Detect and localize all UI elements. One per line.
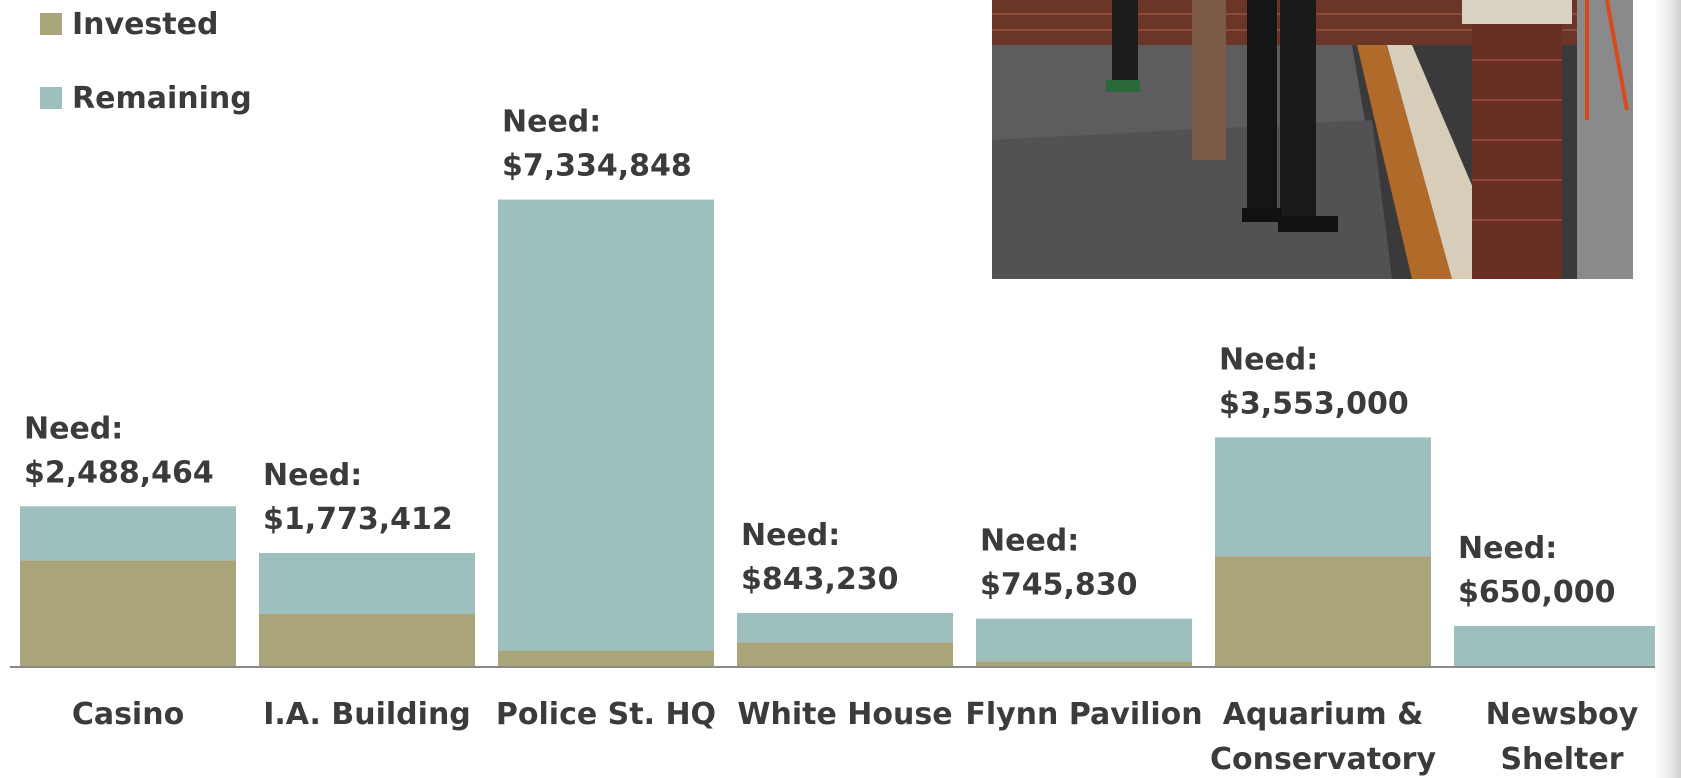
bar-remaining-1 (259, 553, 475, 614)
need-prefix-label: Need: (24, 411, 123, 446)
category-tick-label: Casino (72, 697, 184, 732)
bar-invested-4 (976, 661, 1192, 667)
need-amount-label: $745,830 (980, 568, 1138, 603)
need-prefix-label: Need: (502, 105, 601, 140)
bar-remaining-4 (976, 618, 1192, 662)
category-tick-label: Conservatory (1210, 742, 1437, 777)
bar-invested-3 (737, 642, 953, 667)
bar-invested-1 (259, 613, 475, 667)
legend-item-invested: Invested (40, 0, 252, 48)
bar-remaining-5 (1215, 437, 1431, 557)
category-tick-label: Police St. HQ (496, 697, 716, 732)
category-tick-label: Aquarium & (1223, 697, 1424, 732)
labels-layer: Need: $2,488,464 Casino Need: $1,773,412 I.A.… (24, 105, 1639, 777)
category-tick-label: Newsboy (1486, 697, 1639, 732)
need-prefix-label: Need: (263, 458, 362, 493)
bar-invested-2 (498, 650, 714, 667)
need-amount-label: $843,230 (741, 562, 899, 597)
bar-remaining-0 (20, 506, 236, 561)
need-amount-label: $7,334,848 (502, 149, 692, 184)
need-prefix-label: Need: (980, 524, 1079, 559)
need-amount-label: $2,488,464 (24, 455, 214, 490)
bar-invested-5 (1215, 556, 1431, 667)
need-amount-label: $3,553,000 (1219, 386, 1409, 421)
remaining-swatch (40, 87, 62, 109)
legend-label-invested: Invested (72, 6, 219, 42)
need-amount-label: $1,773,412 (263, 502, 453, 537)
category-tick-label: Flynn Pavilion (965, 697, 1202, 732)
legend: Invested Remaining (40, 0, 252, 122)
bar-remaining-3 (737, 612, 953, 643)
category-tick-label: I.A. Building (263, 697, 471, 732)
bar-remaining-6 (1454, 626, 1670, 667)
need-prefix-label: Need: (1219, 342, 1318, 377)
need-amount-label: $650,000 (1458, 575, 1616, 610)
need-prefix-label: Need: (741, 518, 840, 553)
invested-swatch (40, 13, 62, 35)
legend-item-remaining: Remaining (40, 74, 252, 122)
bar-remaining-2 (498, 199, 714, 651)
rooftop-photo-drawing (992, 0, 1633, 279)
category-tick-label: White House (737, 697, 952, 732)
legend-label-remaining: Remaining (72, 80, 252, 116)
bar-invested-0 (20, 560, 236, 667)
rooftop-photo (992, 0, 1633, 279)
category-tick-label: Shelter (1500, 742, 1623, 777)
need-prefix-label: Need: (1458, 531, 1557, 566)
bars-layer (20, 199, 1670, 667)
slide-edge-shadow (1655, 0, 1681, 778)
